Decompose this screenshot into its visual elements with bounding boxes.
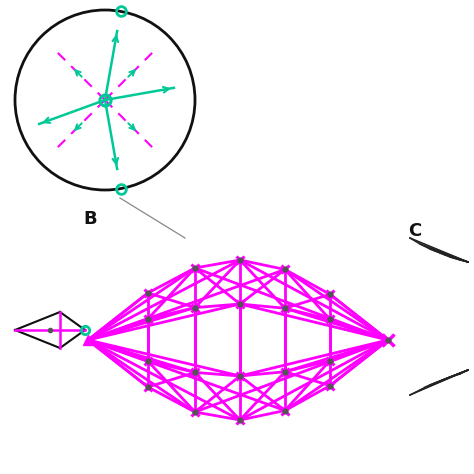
Text: B: B [83,210,97,228]
Text: C: C [409,222,422,240]
